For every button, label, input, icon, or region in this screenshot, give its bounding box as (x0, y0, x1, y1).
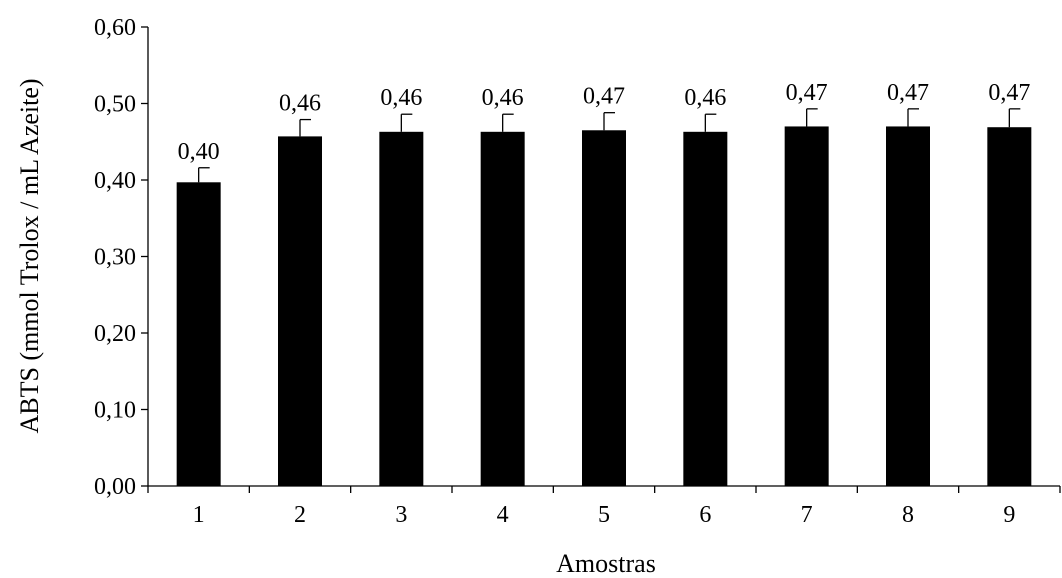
x-tick-label: 3 (395, 502, 407, 528)
bar-value-label: 0,40 (178, 139, 220, 165)
y-tick-label: 0,20 (94, 321, 136, 347)
y-axis-title: ABTS (mmol Trolox / mL Azeite) (15, 78, 44, 433)
y-tick-label: 0,50 (94, 92, 136, 118)
x-tick-label: 4 (497, 502, 509, 528)
bar (379, 131, 424, 486)
y-tick-label: 0,60 (94, 15, 136, 41)
y-tick-label: 0,40 (94, 168, 136, 194)
bar (784, 126, 829, 486)
x-tick-label: 1 (193, 502, 205, 528)
y-tick-label: 0,10 (94, 398, 136, 424)
x-tick-label: 5 (598, 502, 610, 528)
y-tick-label: 0,00 (94, 474, 136, 500)
bar (987, 127, 1032, 486)
x-tick-label: 9 (1003, 502, 1015, 528)
bar (886, 126, 930, 486)
bar (278, 136, 322, 486)
x-tick-label: 2 (294, 502, 306, 528)
bars (176, 108, 1032, 487)
bar (683, 131, 728, 486)
y-axis: 0,00 0,10 0,20 0,30 0,40 0,50 0,60 (94, 15, 149, 500)
bar-value-label: 0,46 (482, 85, 524, 111)
bar-value-label: 0,46 (684, 85, 726, 111)
bar-value-label: 0,47 (786, 80, 828, 106)
bar-value-label: 0,47 (583, 84, 625, 110)
x-tick-label: 8 (902, 502, 914, 528)
bar-value-label: 0,47 (887, 80, 929, 106)
data-labels: 0,40 0,46 0,46 0,46 0,47 0,46 0,47 0,47 0,47 (178, 80, 1031, 165)
bar-value-label: 0,47 (988, 80, 1030, 106)
x-tick-label: 7 (801, 502, 813, 528)
x-tick-label: 6 (699, 502, 711, 528)
bar-value-label: 0,46 (279, 91, 321, 117)
bar-value-label: 0,46 (380, 85, 422, 111)
y-tick-label: 0,30 (94, 245, 136, 271)
bar (480, 131, 525, 486)
bar (176, 182, 221, 487)
x-axis: 1 2 3 4 5 6 7 8 9 (147, 485, 1061, 528)
x-axis-title: Amostras (556, 549, 656, 578)
bar (582, 130, 626, 486)
